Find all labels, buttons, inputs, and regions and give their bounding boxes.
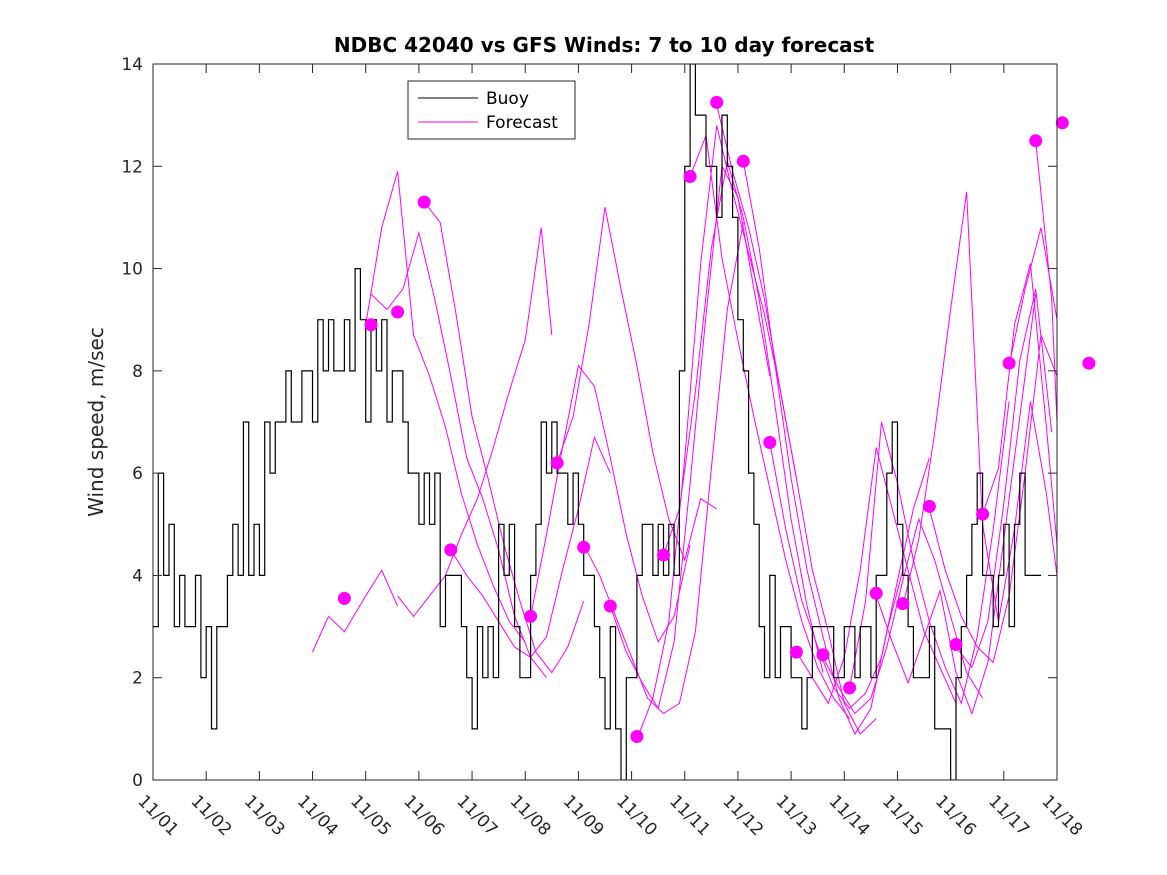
y-tick-label-0: 0 [132,771,143,791]
forecast-line-17 [822,517,984,715]
forecast-start-marker-21 [949,638,963,651]
forecast-line-11 [663,161,824,673]
forecast-line-13 [716,104,877,735]
legend-forecast-label: Forecast [486,113,558,133]
forecast-start-marker-12 [710,95,724,109]
forecast-start-marker-6 [550,456,564,470]
forecast-start-marker-9 [630,730,644,743]
forecast-line-0 [312,569,399,653]
y-tick-label-4: 4 [132,566,143,586]
forecast-start-marker-20 [922,499,936,513]
forecast-start-marker-0 [337,591,351,605]
buoy-line [153,64,1041,780]
forecast-line-14 [742,161,904,736]
y-tick-label-2: 2 [132,669,143,689]
forecast-start-marker-1 [364,318,378,332]
forecast-start-marker-8 [603,599,617,613]
y-tick-label-14: 14 [121,55,143,75]
y-ticks: 0 2 4 6 8 10 12 14 [121,55,1057,791]
forecast-line-25 [1035,140,1057,423]
forecast-start-marker-7 [577,540,591,554]
plot-area [153,64,1057,780]
forecast-line-3 [370,230,547,679]
forecast-start-marker-18 [869,586,883,600]
forecast-start-marker-4 [444,543,458,557]
forecast-line-19 [875,294,1037,716]
forecast-start-marker-26 [1082,356,1096,370]
forecast-start-marker-11 [683,170,697,183]
forecast-start-marker-19 [896,597,910,611]
forecast-start-marker-2 [391,305,405,319]
forecast-start-marker-17 [843,681,857,695]
forecast-start-marker-25 [1055,116,1069,130]
forecast-start-marker-5 [524,609,538,623]
forecast-start-marker-16 [816,648,830,662]
forecast-line-22 [955,288,1053,669]
legend-box [407,80,576,140]
forecast-start-marker-23 [1002,356,1016,370]
legend: Buoy Forecast [407,80,576,140]
forecast-start-marker-10 [657,548,670,562]
forecast-line-10 [636,125,797,740]
y-tick-label-8: 8 [132,362,143,382]
y-tick-label-12: 12 [121,157,143,177]
forecast-start-marker-13 [736,154,750,168]
forecast-start-marker-14 [763,436,777,449]
forecast-line-6 [530,364,691,644]
forecast-line-21 [928,334,1057,664]
forecast-line-1 [397,227,553,618]
y-axis-label: Wind speed, m/sec [84,327,108,517]
forecast-start-marker-3 [417,195,431,209]
forecast-line-23 [982,263,1057,545]
forecast-line-7 [556,207,717,562]
forecast-start-marker-15 [789,645,803,659]
forecast-start-marker-24 [1029,134,1043,148]
plot-frame [152,63,1058,781]
y-tick-label-6: 6 [132,464,143,484]
chart-title: NDBC 42040 vs GFS Winds: 7 to 10 day for… [334,33,875,57]
legend-buoy-label: Buoy [486,89,529,109]
marker-layer [337,95,1096,743]
forecast-start-marker-22 [976,507,990,521]
y-tick-label-10: 10 [121,260,143,280]
